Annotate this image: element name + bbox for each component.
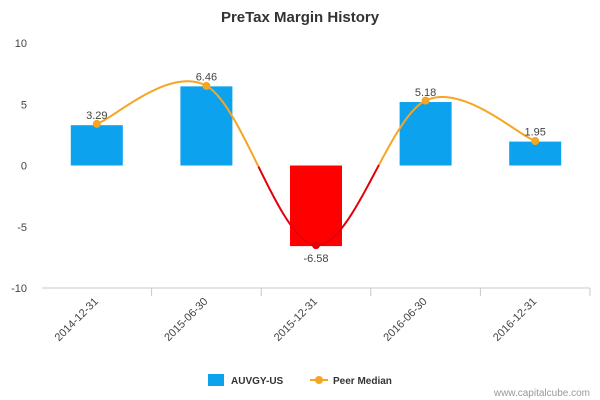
legend-label-line: Peer Median bbox=[333, 376, 392, 387]
data-label-2014-12-31: 3.29 bbox=[86, 110, 107, 122]
data-label-2015-12-31: -6.58 bbox=[303, 253, 328, 265]
bar-2016-06-30 bbox=[399, 102, 452, 166]
y-axis-ticks: 10 5 0 -5 -10 bbox=[11, 38, 27, 295]
line-point-2016-06-30 bbox=[421, 96, 430, 105]
line-point-2015-12-31 bbox=[312, 241, 320, 250]
footer-source: www.capitalcube.com bbox=[493, 388, 590, 399]
x-tick-label: 2015-12-31 bbox=[272, 296, 320, 344]
chart-title: PreTax Margin History bbox=[221, 9, 380, 26]
line-point-2014-12-31 bbox=[92, 119, 101, 128]
line-segment-positive bbox=[96, 80, 260, 168]
line-point-2015-06-30 bbox=[202, 81, 211, 90]
line-segment-positive bbox=[378, 96, 536, 166]
bar-2016-12-31 bbox=[509, 141, 562, 166]
y-tick-label: 5 bbox=[21, 99, 27, 111]
legend-bar-swatch bbox=[208, 374, 224, 386]
legend-item-auvgy[interactable]: AUVGY-US bbox=[208, 374, 284, 387]
y-tick-label: 0 bbox=[21, 161, 27, 173]
y-tick-label: -5 bbox=[17, 222, 27, 234]
bar-series bbox=[70, 86, 562, 247]
data-label-2016-12-31: 1.95 bbox=[524, 127, 545, 139]
line-point-2016-12-31 bbox=[531, 137, 540, 145]
y-tick-label: -10 bbox=[11, 283, 27, 295]
legend-dot-swatch bbox=[315, 376, 323, 384]
data-label-2015-06-30: 6.46 bbox=[196, 71, 217, 83]
x-axis-ticks: 2014-12-31 2015-06-30 2015-12-31 2016-06-30… bbox=[53, 288, 591, 344]
bar-2015-06-30 bbox=[180, 86, 233, 166]
x-tick-label: 2015-06-30 bbox=[162, 296, 210, 344]
y-tick-label: 10 bbox=[15, 38, 27, 50]
data-label-2016-06-30: 5.18 bbox=[415, 87, 436, 99]
data-labels: 3.29 6.46 -6.58 5.18 1.95 bbox=[86, 71, 546, 265]
bar-2015-12-31 bbox=[290, 165, 342, 247]
x-tick-label: 2016-06-30 bbox=[381, 296, 429, 344]
legend-label-bar: AUVGY-US bbox=[231, 376, 284, 387]
bar-2014-12-31 bbox=[70, 125, 123, 166]
legend[interactable]: AUVGY-US Peer Median bbox=[208, 374, 392, 387]
line-series bbox=[92, 80, 540, 250]
x-tick-label: 2016-12-31 bbox=[491, 296, 539, 344]
legend-item-peer-median[interactable]: Peer Median bbox=[310, 376, 392, 387]
x-tick-label: 2014-12-31 bbox=[53, 296, 101, 344]
